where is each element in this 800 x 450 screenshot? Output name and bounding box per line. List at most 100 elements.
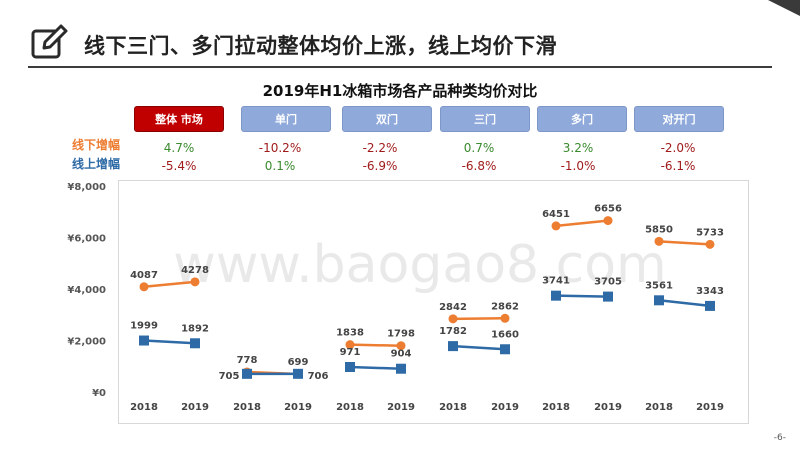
online-point: [551, 290, 561, 301]
edit-icon: [31, 24, 68, 59]
offline-data-label: 2842: [439, 302, 467, 313]
online-series-line: [555, 294, 609, 298]
online-point: [139, 335, 149, 346]
offline-data-label: 699: [288, 357, 309, 368]
online-point: [345, 361, 355, 372]
offline-point: [654, 236, 664, 246]
online-point: [448, 341, 458, 352]
offline-point: [551, 221, 561, 231]
offline-data-label: 1798: [387, 329, 415, 340]
online-data-label: 971: [340, 347, 361, 358]
x-tick-label: 2019: [387, 402, 415, 413]
offline-point: [345, 340, 355, 350]
online-growth-label: 线上增幅: [72, 157, 121, 171]
offline-point: [500, 313, 510, 323]
offline-series-line: [658, 240, 711, 246]
x-tick-label: 2018: [233, 402, 261, 413]
online-series-line: [452, 344, 506, 351]
chart-title: 2019年H1冰箱市场各产品种类均价对比: [262, 82, 538, 100]
online-data-label: 706: [308, 371, 329, 382]
online-growth-value: -6.1%: [660, 159, 696, 173]
offline-growth-value: 4.7%: [163, 141, 195, 155]
online-point: [293, 368, 303, 379]
online-growth-value: -5.4%: [161, 159, 197, 173]
online-point: [242, 368, 252, 379]
x-tick-label: 2019: [284, 402, 312, 413]
online-point: [705, 300, 715, 311]
y-tick-label: ¥0: [92, 388, 106, 399]
offline-data-label: 6451: [542, 209, 570, 220]
y-tick-label: ¥4,000: [67, 285, 106, 296]
online-point: [190, 338, 200, 349]
offline-point: [448, 314, 458, 324]
online-data-label: 1782: [439, 326, 467, 337]
online-series-line: [349, 365, 402, 370]
offline-data-label: 2862: [491, 301, 519, 312]
offline-point: [139, 282, 149, 292]
y-tick-label: ¥2,000: [67, 337, 106, 348]
online-data-label: 3343: [696, 286, 724, 297]
page-title: 线下三门、多门拉动整体均价上涨，线上均价下滑: [84, 34, 557, 58]
x-tick-label: 2019: [594, 402, 622, 413]
online-data-label: 705: [219, 371, 240, 382]
offline-data-label: 5733: [696, 227, 724, 238]
online-growth-value: -1.0%: [560, 159, 596, 173]
x-tick-label: 2018: [439, 402, 467, 413]
offline-data-label: 5850: [645, 224, 673, 235]
x-tick-label: 2018: [542, 402, 570, 413]
online-series-line: [658, 299, 711, 308]
online-data-label: 1892: [181, 323, 209, 334]
online-data-label: 1660: [491, 329, 519, 340]
category-button-triple-door[interactable]: 三门: [440, 106, 530, 132]
offline-data-label: 778: [237, 355, 258, 366]
online-growth-value: -6.9%: [362, 159, 398, 173]
title-divider: [28, 66, 772, 68]
x-tick-label: 2018: [336, 402, 364, 413]
online-growth-value: 0.1%: [264, 159, 296, 173]
category-button-double-door[interactable]: 双门: [342, 106, 432, 132]
online-data-label: 3561: [645, 280, 673, 291]
offline-point: [190, 277, 200, 287]
online-data-label: 904: [391, 349, 412, 360]
category-button-overall[interactable]: 整体 市场: [134, 106, 224, 132]
offline-point: [603, 216, 613, 226]
offline-point: [705, 239, 715, 249]
online-data-label: 3741: [542, 276, 570, 287]
category-button-multi-door[interactable]: 多门: [537, 106, 627, 132]
online-data-label: 1999: [130, 321, 158, 332]
offline-series-line: [349, 343, 402, 347]
online-point: [654, 295, 664, 306]
offline-growth-value: 3.2%: [562, 141, 594, 155]
offline-growth-value: -2.2%: [362, 141, 398, 155]
x-tick-label: 2018: [645, 402, 673, 413]
offline-data-label: 6656: [594, 204, 622, 215]
category-button-side-by-side[interactable]: 对开门: [634, 106, 724, 132]
x-tick-label: 2019: [696, 402, 724, 413]
online-point: [603, 291, 613, 302]
offline-data-label: 1838: [336, 328, 364, 339]
x-tick-label: 2019: [491, 402, 519, 413]
offline-growth-value: -10.2%: [258, 141, 302, 155]
offline-point: [396, 341, 406, 351]
offline-series-line: [555, 219, 609, 228]
offline-growth-label: 线下增幅: [72, 138, 121, 152]
x-tick-label: 2019: [181, 402, 209, 413]
online-point: [396, 363, 406, 374]
offline-growth-value: 0.7%: [463, 141, 495, 155]
corner-accent: [768, 0, 800, 16]
online-growth-value: -6.8%: [461, 159, 497, 173]
offline-data-label: 4278: [181, 265, 209, 276]
chart-frame: [118, 180, 749, 424]
y-tick-label: ¥6,000: [67, 234, 106, 245]
y-tick-label: ¥8,000: [67, 182, 106, 193]
online-series-line: [143, 339, 196, 345]
offline-growth-value: -2.0%: [660, 141, 696, 155]
x-tick-label: 2018: [130, 402, 158, 413]
page-number: -6-: [773, 433, 786, 443]
category-button-single-door[interactable]: 单门: [241, 106, 331, 132]
online-data-label: 3705: [594, 277, 622, 288]
offline-data-label: 4087: [130, 270, 158, 281]
offline-series-line: [143, 280, 196, 289]
online-point: [500, 344, 510, 355]
